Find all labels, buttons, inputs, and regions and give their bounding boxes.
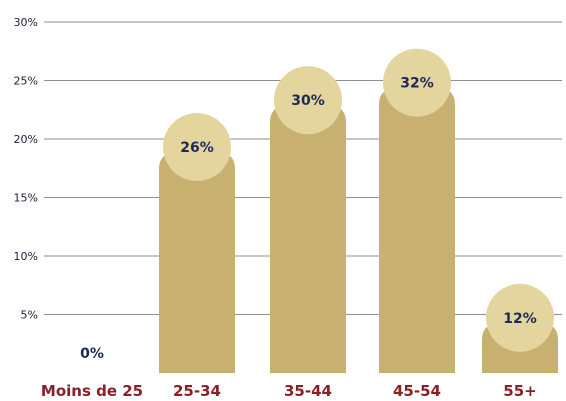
bar-25-34 bbox=[159, 153, 235, 373]
y-tick-label: 15% bbox=[14, 192, 38, 205]
y-axis-ticks: 5% 10% 15% 20% 25% 30% bbox=[14, 16, 38, 322]
bar-35-44 bbox=[270, 106, 346, 374]
x-category-label: 45-54 bbox=[393, 382, 441, 400]
data-label-circle bbox=[383, 48, 451, 117]
data-label-circle bbox=[274, 66, 342, 135]
x-category-label: 55+ bbox=[503, 382, 536, 400]
data-label: 30% bbox=[291, 93, 325, 109]
data-label-circle bbox=[163, 113, 231, 182]
data-label: 0% bbox=[80, 346, 104, 362]
y-tick-label: 20% bbox=[14, 133, 38, 146]
y-tick-label: 5% bbox=[21, 309, 38, 322]
x-axis-categories: Moins de 25 25-34 35-44 45-54 55+ bbox=[41, 382, 537, 400]
y-tick-label: 10% bbox=[14, 250, 38, 263]
data-label: 12% bbox=[503, 311, 537, 327]
data-label: 26% bbox=[180, 140, 214, 156]
y-tick-label: 30% bbox=[14, 16, 38, 29]
x-category-label: 25-34 bbox=[173, 382, 221, 400]
x-category-label: Moins de 25 bbox=[41, 382, 143, 400]
x-category-label: 35-44 bbox=[284, 382, 332, 400]
data-label-circle bbox=[486, 283, 554, 352]
bar-45-54 bbox=[379, 88, 455, 373]
y-tick-label: 25% bbox=[14, 75, 38, 88]
data-label: 32% bbox=[400, 76, 434, 92]
data-labels: 0% 26% 30% 32% 12% bbox=[80, 48, 554, 362]
